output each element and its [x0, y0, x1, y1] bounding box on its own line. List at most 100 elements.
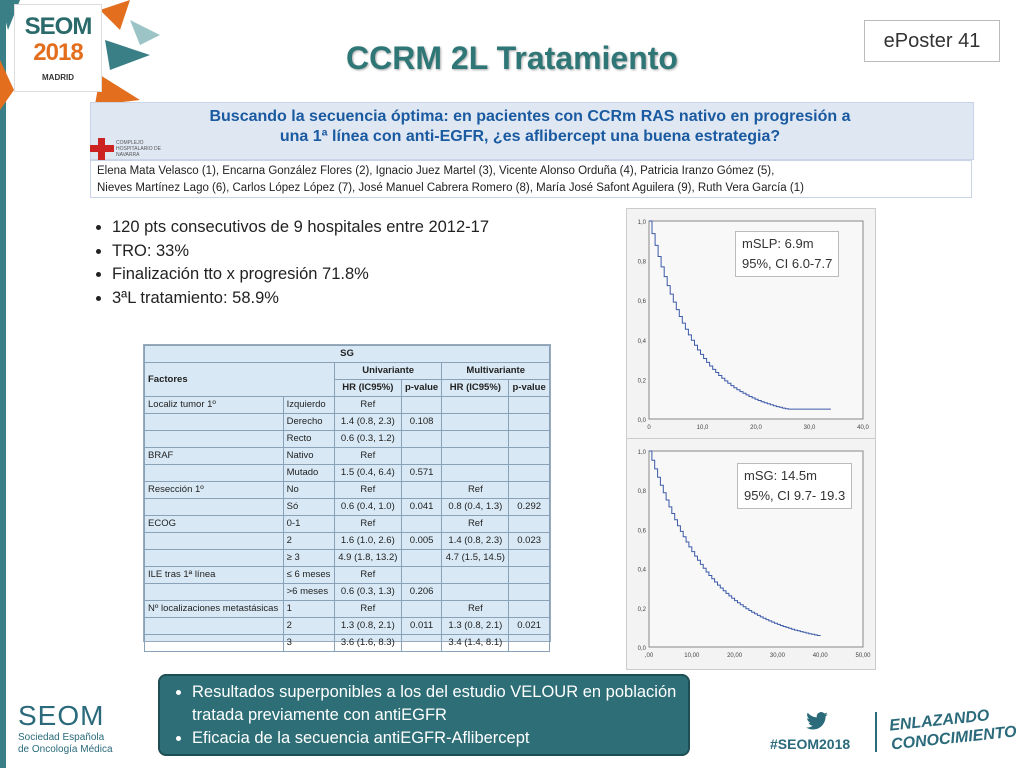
km-label-sg-line1: mSG: 14.5m	[744, 468, 817, 483]
table-cell: Ref	[441, 600, 510, 618]
table-cell	[400, 634, 443, 652]
table-cell: Localiz tumor 1º	[144, 396, 284, 414]
km-x-tick: ,00	[645, 653, 654, 659]
table-cell	[508, 396, 550, 414]
km-x-tick: 40,00	[813, 653, 829, 659]
page-title: CCRM 2L Tratamiento	[346, 40, 678, 76]
table-cell: Ref	[333, 566, 402, 584]
km-x-tick: 20,0	[750, 425, 762, 431]
table-cell: ≥ 3	[282, 549, 335, 567]
table-cell: ILE tras 1ª línea	[144, 566, 284, 584]
table-cell: Ref	[333, 515, 402, 533]
table-cell: 1	[282, 600, 335, 618]
table-cell	[441, 396, 510, 414]
table-cell: ECOG	[144, 515, 284, 533]
table-cell: Derecho	[282, 413, 335, 431]
table-cell: 1.3 (0.8, 2.1)	[441, 617, 510, 635]
km-y-tick: 0,2	[638, 378, 647, 384]
km-x-tick: 0	[647, 425, 651, 431]
table-cell: 0.005	[400, 532, 443, 550]
table-cell	[400, 566, 443, 584]
table-cell: 0.021	[508, 617, 550, 635]
finding-item: TRO: 33%	[112, 240, 608, 264]
km-label-slp-line2: 95%, CI 6.0-7.7	[742, 256, 833, 271]
table-cell: 3	[282, 634, 335, 652]
table-cell: 2	[282, 617, 335, 635]
hospital-cross-icon	[90, 138, 114, 160]
col-p-univ: p-value	[400, 379, 443, 397]
conclusion-item: Resultados superponibles a los del estud…	[192, 681, 680, 727]
km-y-tick: 0,8	[638, 489, 647, 495]
col-p-multi: p-value	[508, 379, 550, 397]
km-y-tick: 0,0	[638, 418, 647, 424]
table-row: >6 meses 0.6 (0.3, 1.3) 0.206	[144, 583, 550, 601]
table-cell	[144, 549, 284, 567]
km-x-tick: 20,00	[727, 653, 743, 659]
twitter-icon	[806, 712, 828, 730]
table-cell: >6 meses	[282, 583, 335, 601]
table-cell	[144, 498, 284, 516]
table-cell	[508, 464, 550, 482]
table-cell	[144, 617, 284, 635]
table-cell	[441, 566, 510, 584]
table-cell: 1.6 (1.0, 2.6)	[333, 532, 402, 550]
table-cell: 0.8 (0.4, 1.3)	[441, 498, 510, 516]
hospital-name: COMPLEJO HOSPITALARIO DE NAVARRA	[116, 140, 161, 158]
table-cell	[400, 549, 443, 567]
conclusion-box: Resultados superponibles a los del estud…	[158, 674, 690, 756]
table-cell	[144, 413, 284, 431]
table-row: Só 0.6 (0.4, 1.0) 0.041 0.8 (0.4, 1.3) 0.292	[144, 498, 550, 516]
table-row: 3 3.6 (1.6, 8.3) 3.4 (1.4, 8.1)	[144, 634, 550, 652]
table-row: Resección 1º No Ref Ref	[144, 481, 550, 499]
table-row: Nº localizaciones metastásicas 1 Ref Ref	[144, 600, 550, 618]
finding-item: 3ªL tratamiento: 58.9%	[112, 287, 608, 311]
table-cell: 0.206	[400, 583, 443, 601]
table-row: ILE tras 1ª línea ≤ 6 meses Ref	[144, 566, 550, 584]
col-hr-univ: HR (IC95%)	[333, 379, 402, 397]
finding-item: Finalización tto x progresión 71.8%	[112, 263, 608, 287]
banner-title-line1: Buscando la secuencia óptima: en pacient…	[209, 108, 851, 125]
decorative-confetti	[0, 0, 160, 110]
logo-brand: SEOM	[24, 13, 93, 40]
table-row: ECOG 0-1 Ref Ref	[144, 515, 550, 533]
table-cell: 1.4 (0.8, 2.3)	[333, 413, 402, 431]
table-cell	[441, 464, 510, 482]
km-x-tick: 10,0	[697, 425, 709, 431]
km-x-tick: 50,00	[855, 653, 871, 659]
table-cell	[508, 481, 550, 499]
table-cell: 1.3 (0.8, 2.1)	[333, 617, 402, 635]
survival-table: SG Factores Univariante Multivariante HR…	[143, 344, 551, 652]
table-cell	[400, 447, 443, 465]
table-row: 2 1.6 (1.0, 2.6) 0.005 1.4 (0.8, 2.3) 0.023	[144, 532, 550, 550]
km-x-tick: 30,0	[804, 425, 816, 431]
table-cell	[508, 600, 550, 618]
table-cell	[508, 515, 550, 533]
table-row: Mutado 1.5 (0.4, 6.4) 0.571	[144, 464, 550, 482]
km-label-slp: mSLP: 6.9m 95%, CI 6.0-7.7	[735, 231, 840, 277]
table-cell: ≤ 6 meses	[282, 566, 335, 584]
table-cell: 0.6 (0.3, 1.2)	[333, 430, 402, 448]
km-y-tick: 0,6	[638, 528, 647, 534]
table-cell	[508, 413, 550, 431]
km-y-tick: 0,0	[638, 646, 647, 652]
table-cell	[441, 583, 510, 601]
table-body: Localiz tumor 1º Izquierdo Ref Derecho 1.4 (…	[144, 396, 550, 652]
table-cell	[508, 566, 550, 584]
seom-footer-word: SEOM	[18, 700, 105, 731]
km-x-tick: 40,0	[857, 425, 869, 431]
table-cell	[441, 413, 510, 431]
authors-list: Elena Mata Velasco (1), Encarna González…	[90, 160, 972, 198]
authors-line2: Nieves Martínez Lago (6), Carlos López L…	[97, 182, 804, 194]
table-cell	[144, 532, 284, 550]
table-row: ≥ 3 4.9 (1.8, 13.2) 4.7 (1.5, 14.5)	[144, 549, 550, 567]
km-curve	[649, 450, 821, 636]
km-y-tick: 0,4	[638, 568, 647, 574]
table-cell: Recto	[282, 430, 335, 448]
table-cell	[508, 634, 550, 652]
table-cell	[400, 515, 443, 533]
table-row: BRAF Nativo Ref	[144, 447, 550, 465]
table-cell: 2	[282, 532, 335, 550]
km-label-sg-line2: 95%, CI 9.7- 19.3	[744, 488, 846, 503]
hashtag: #SEOM2018	[770, 736, 851, 752]
km-label-slp-line1: mSLP: 6.9m	[742, 236, 814, 251]
